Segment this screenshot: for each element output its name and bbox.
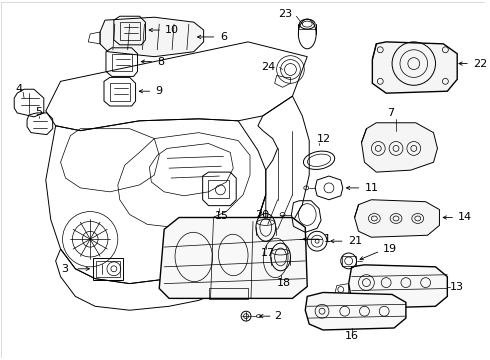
Polygon shape xyxy=(362,123,438,172)
Polygon shape xyxy=(349,265,447,308)
Bar xyxy=(120,22,140,40)
Text: 7: 7 xyxy=(388,108,394,118)
Text: 18: 18 xyxy=(276,278,291,288)
Polygon shape xyxy=(159,217,307,298)
Text: 8: 8 xyxy=(157,57,165,67)
Polygon shape xyxy=(100,17,204,57)
Text: 24: 24 xyxy=(262,62,276,72)
Bar xyxy=(209,288,248,300)
Text: 22: 22 xyxy=(473,59,487,69)
Text: 19: 19 xyxy=(383,244,397,254)
Polygon shape xyxy=(355,200,440,237)
Text: 21: 21 xyxy=(348,236,362,246)
Text: 11: 11 xyxy=(365,183,378,193)
Text: 10: 10 xyxy=(165,25,179,35)
Text: 14: 14 xyxy=(458,212,472,222)
Bar xyxy=(110,83,130,101)
Text: 5: 5 xyxy=(35,107,42,117)
Text: 2: 2 xyxy=(274,311,281,321)
Bar xyxy=(96,261,120,277)
Text: 20: 20 xyxy=(256,210,270,220)
Polygon shape xyxy=(372,42,457,93)
Polygon shape xyxy=(305,292,406,330)
Text: 12: 12 xyxy=(317,134,331,144)
Text: 17: 17 xyxy=(261,248,275,258)
Text: 3: 3 xyxy=(61,264,69,274)
Text: 16: 16 xyxy=(344,331,359,341)
Bar xyxy=(208,180,229,198)
Text: 4: 4 xyxy=(16,84,23,94)
Text: 9: 9 xyxy=(155,86,162,96)
Text: 23: 23 xyxy=(278,9,293,19)
Text: 15: 15 xyxy=(215,211,228,221)
Bar xyxy=(93,258,122,280)
Bar xyxy=(342,256,356,266)
Bar xyxy=(112,54,132,72)
Text: 13: 13 xyxy=(450,282,465,292)
Text: 1: 1 xyxy=(323,234,330,244)
Text: 6: 6 xyxy=(220,32,227,42)
